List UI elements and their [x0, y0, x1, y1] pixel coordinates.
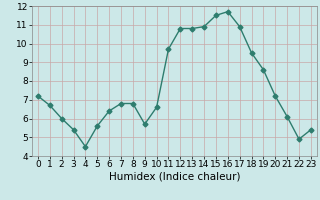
X-axis label: Humidex (Indice chaleur): Humidex (Indice chaleur) — [109, 172, 240, 182]
